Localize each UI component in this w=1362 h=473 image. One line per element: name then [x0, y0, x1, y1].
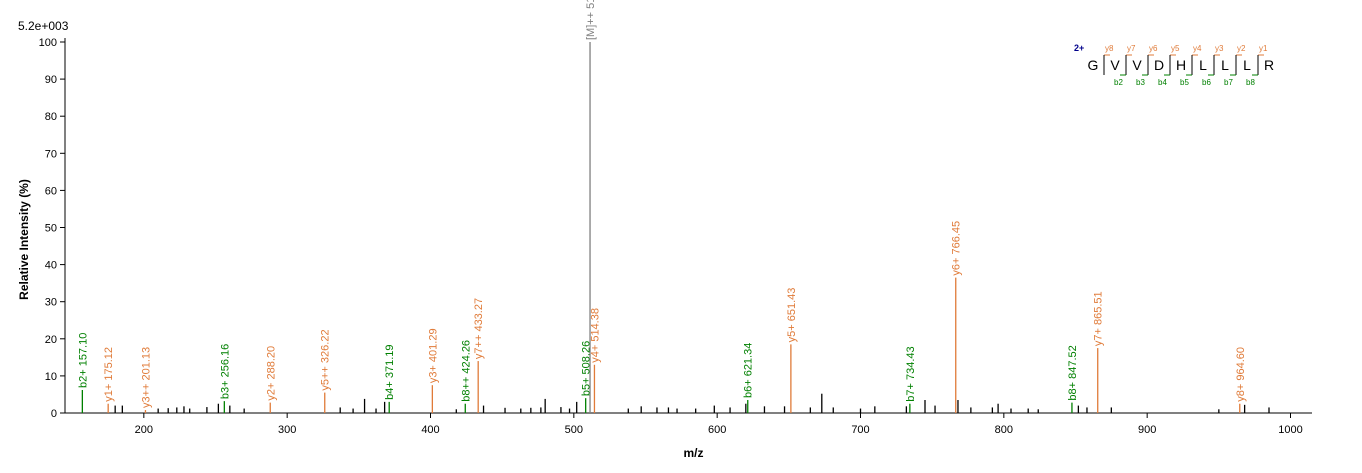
sequence-residue: L	[1243, 57, 1251, 73]
y-tick-label: 70	[45, 148, 57, 160]
y-tick-label: 20	[45, 334, 57, 346]
b-ion-bracket-label: b3	[1136, 78, 1145, 87]
b-ion-bracket-label: b4	[1158, 78, 1167, 87]
peak-label: b6+ 621.34	[743, 343, 755, 398]
b-ion-bracket-label: b2	[1114, 78, 1123, 87]
y-tick-label: 30	[45, 297, 57, 309]
y-tick-label: 80	[45, 111, 57, 123]
x-tick-label: 900	[1138, 424, 1156, 436]
peak-label: b8+ 847.52	[1067, 345, 1079, 400]
peak-label: b5+ 508.26	[581, 341, 593, 396]
chart-peak-labels: b2+ 157.10 y1+ 175.12 y3++ 201.13 b3+ 256.1…	[77, 0, 1246, 408]
x-tick-label: 200	[135, 424, 153, 436]
peak-label: [M]++ 511.3	[585, 0, 597, 40]
y-ion-bracket-label: y7	[1127, 44, 1136, 53]
y-axis-title: Relative Intensity (%)	[17, 179, 31, 300]
sequence-residue: L	[1221, 57, 1229, 73]
peak-label: y2+ 288.20	[265, 346, 277, 401]
chart-axes: 0 10 20 30 40 50 60 70 80 90 100 200 300 400 500 600 700…	[39, 37, 1312, 436]
x-tick-label: 600	[708, 424, 726, 436]
peak-label: y8+ 964.60	[1235, 347, 1247, 402]
peak-label: b8++ 424.26	[460, 340, 472, 402]
intensity-scale-label: 5.2e+003	[18, 19, 69, 33]
y-tick-label: 60	[45, 185, 57, 197]
b-ion-bracket-label: b6	[1202, 78, 1211, 87]
y-ion-bracket-label: y6	[1149, 44, 1158, 53]
peak-label: y6+ 766.45	[951, 221, 963, 276]
peak-label: y4+ 514.38	[589, 308, 601, 363]
peak-label: b3+ 256.16	[219, 344, 231, 399]
peak-label: y1+ 175.12	[103, 347, 115, 402]
x-tick-label: 400	[421, 424, 439, 436]
peak-label: b4+ 371.19	[384, 344, 396, 399]
peak-label: y5++ 326.22	[320, 329, 332, 390]
peak-label: b2+ 157.10	[77, 333, 89, 388]
sequence-residue: H	[1176, 57, 1186, 73]
y-ion-bracket-label: y8	[1105, 44, 1114, 53]
peak-label: y3+ 401.29	[427, 328, 439, 383]
y-ion-bracket-label: y4	[1193, 44, 1202, 53]
y-tick-label: 100	[39, 37, 57, 49]
sequence-residue: R	[1264, 57, 1274, 73]
chart-peaks	[81, 42, 1270, 413]
y-tick-label: 40	[45, 260, 57, 272]
peak-label: y7++ 433.27	[473, 298, 485, 359]
x-tick-label: 800	[995, 424, 1013, 436]
y-ion-bracket-label: y3	[1215, 44, 1224, 53]
sequence-residue: V	[1110, 57, 1120, 73]
y-tick-label: 0	[51, 408, 57, 420]
peak-label: y3++ 201.13	[140, 347, 152, 408]
precursor-charge-label: 2+	[1074, 43, 1084, 53]
y-tick-label: 50	[45, 223, 57, 235]
y-tick-label: 10	[45, 371, 57, 383]
x-tick-label: 300	[278, 424, 296, 436]
x-tick-label: 700	[851, 424, 869, 436]
b-ion-bracket-label: b7	[1224, 78, 1233, 87]
x-tick-label: 500	[565, 424, 583, 436]
b-ion-bracket-label: b5	[1180, 78, 1189, 87]
y-tick-label: 90	[45, 74, 57, 86]
y-ion-bracket-label: y2	[1237, 44, 1246, 53]
peptide-sequence-annotation: 2+G V V D H L L L Ry8 y7b2y6b3y5b4y4b5y3b6y2b7y1b…	[1074, 43, 1274, 87]
y-ion-bracket-label: y1	[1259, 44, 1268, 53]
x-axis-title: m/z	[683, 446, 703, 460]
x-tick-label: 1000	[1278, 424, 1302, 436]
peak-label: y5+ 651.43	[786, 288, 798, 343]
sequence-residue: D	[1154, 57, 1164, 73]
b-ion-bracket-label: b8	[1246, 78, 1255, 87]
peak-label: b7+ 734.43	[905, 346, 917, 401]
sequence-residue: L	[1199, 57, 1207, 73]
sequence-residue: G	[1088, 57, 1099, 73]
peak-label: y7+ 865.51	[1093, 291, 1105, 346]
y-ion-bracket-label: y5	[1171, 44, 1180, 53]
sequence-residue: V	[1132, 57, 1142, 73]
